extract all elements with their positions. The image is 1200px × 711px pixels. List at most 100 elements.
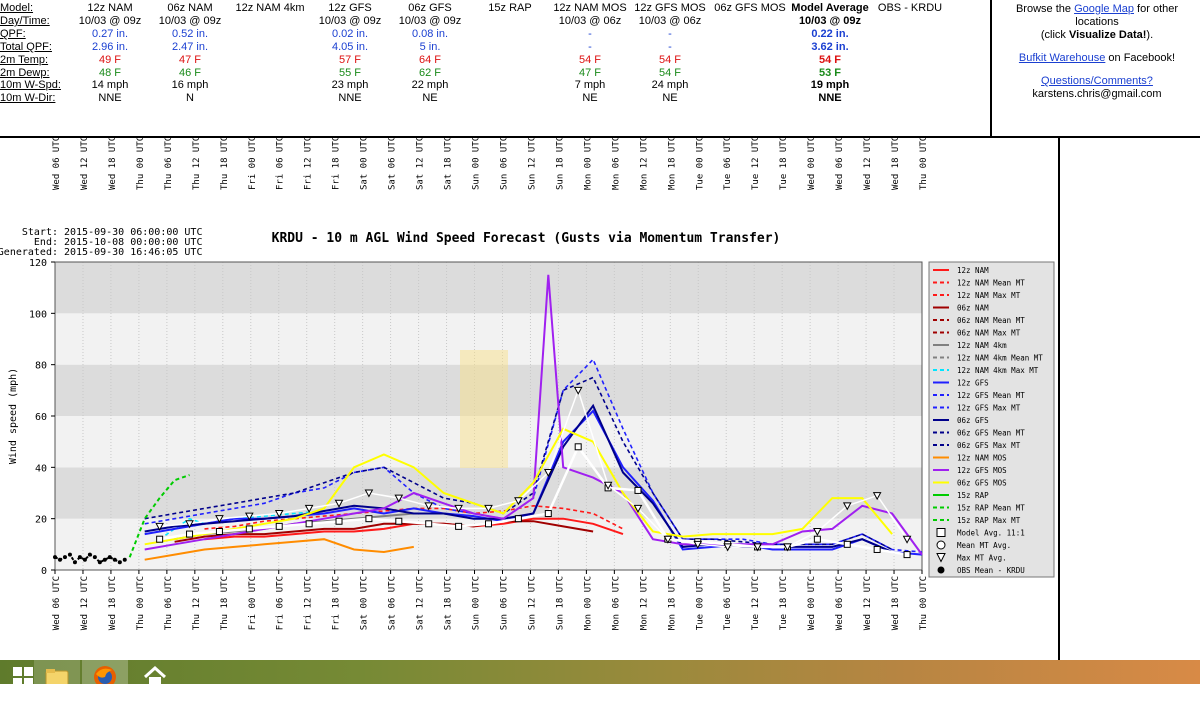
data-point — [112, 557, 117, 562]
summary-cell: 12z NAM MOS — [553, 2, 627, 14]
summary-cell: 10/03 @ 09z — [318, 14, 382, 27]
firefox-icon — [94, 665, 116, 688]
x-tick-label-top: Sun 06 UTC — [499, 138, 509, 190]
series-line — [159, 387, 908, 548]
summary-cell: 7 mph — [574, 79, 606, 92]
x-tick-label: Mon 18 UTC — [667, 576, 677, 630]
x-tick-label-top: Mon 18 UTC — [667, 138, 677, 190]
x-tick-label-top: Wed 12 UTC — [80, 138, 90, 190]
legend-label: 12z GFS — [957, 379, 989, 388]
summary-cell: 12z NAM — [87, 2, 133, 14]
x-tick-label-top: Sun 12 UTC — [527, 138, 537, 190]
x-tick-label: Sun 00 UTC — [472, 576, 482, 630]
legend-swatch — [937, 566, 945, 574]
legend-label: Model Avg. 11:1 — [957, 529, 1025, 538]
summary-row-label: 10m W-Dir: — [0, 92, 56, 105]
data-point — [634, 486, 642, 494]
windows-icon — [13, 666, 33, 687]
start-button[interactable] — [0, 660, 46, 693]
data-point — [424, 502, 434, 511]
data-point — [455, 522, 463, 530]
x-tick-label-top: Tue 06 UTC — [723, 138, 733, 190]
summary-cell: 0.52 in. — [171, 27, 209, 40]
summary-cell — [710, 92, 790, 105]
data-point — [72, 560, 77, 565]
summary-row-label: 2m Temp: — [0, 53, 49, 66]
x-tick-label-top: Wed 06 UTC — [52, 138, 62, 190]
data-point — [543, 468, 553, 478]
x-tick-label: Tue 00 UTC — [695, 576, 705, 630]
summary-cell: 47 F — [578, 66, 601, 79]
summary-cell: 06z NAM — [167, 2, 213, 14]
x-tick-label-top: Tue 12 UTC — [751, 138, 761, 190]
x-tick-label-top: Thu 06 UTC — [164, 138, 174, 190]
x-tick-label: Sat 06 UTC — [388, 576, 398, 630]
summary-cell: 64 F — [418, 53, 441, 66]
data-point — [245, 525, 253, 533]
summary-cell: 14 mph — [91, 79, 129, 92]
x-tick-label-top: Mon 06 UTC — [611, 138, 621, 190]
summary-row-label: 10m W-Spd: — [0, 79, 61, 92]
click-pre: (click — [1040, 29, 1069, 41]
summary-cell — [230, 92, 310, 105]
summary-cell: NNE — [818, 92, 842, 105]
summary-cell: 06z GFS MOS — [714, 2, 786, 14]
summary-cell: - — [668, 40, 672, 53]
summary-cell — [710, 41, 790, 54]
summary-cell: 0.27 in. — [91, 27, 129, 40]
x-tick-label-top: Sun 18 UTC — [555, 138, 565, 190]
x-tick-label-top: Tue 18 UTC — [779, 138, 789, 190]
summary-cell — [230, 67, 310, 80]
x-tick-label: Tue 06 UTC — [723, 576, 733, 630]
x-tick-label-top: Sat 18 UTC — [444, 138, 454, 190]
x-tick-label: Wed 12 UTC — [80, 576, 90, 630]
firefox-button[interactable] — [82, 660, 128, 693]
summary-cell: - — [588, 40, 592, 53]
legend-label: 12z NAM MOS — [957, 454, 1007, 463]
summary-row-label: Model: — [0, 2, 34, 14]
data-point — [454, 504, 463, 513]
legend-swatch — [936, 553, 946, 563]
legend-label: 12z NAM — [957, 266, 989, 275]
x-tick-label: Fri 00 UTC — [248, 576, 258, 630]
summary-cell: 12z NAM 4km — [235, 2, 305, 14]
data-point — [244, 512, 254, 521]
google-map-link[interactable]: Google Map — [1074, 3, 1134, 15]
series-line — [128, 474, 190, 558]
summary-row: QPF: 0.27 in. 0.52 in. 0.02 in. 0.08 in. - - 0.… — [0, 28, 950, 41]
meta-value: 2015-09-30 16:46:05 UTC — [64, 247, 202, 258]
data-point — [156, 535, 164, 543]
x-tick-label: Sun 12 UTC — [527, 576, 537, 630]
x-tick-label: Wed 12 UTC — [863, 576, 873, 630]
bufkit-warehouse-link[interactable]: Bufkit Warehouse — [1018, 52, 1106, 64]
summary-cell: 12z GFS — [328, 2, 372, 14]
x-tick-label: Sat 12 UTC — [416, 576, 426, 630]
summary-cell — [710, 67, 790, 80]
legend-label: 15z RAP Max MT — [957, 516, 1021, 525]
data-point — [102, 557, 107, 562]
data-point — [62, 555, 67, 560]
plot-band — [55, 262, 922, 314]
summary-cell: NE — [582, 92, 598, 105]
summary-cell — [870, 41, 950, 54]
summary-cell: 0.22 in. — [811, 27, 849, 40]
x-tick-label-top: Wed 18 UTC — [891, 138, 901, 190]
x-tick-label: Sat 00 UTC — [360, 576, 370, 630]
wind-speed-chart: 0 20 40 60 80 100 120 Wind speed (mph) Wed 06 UT… — [0, 136, 1055, 630]
summary-cell: 2.47 in. — [171, 40, 209, 53]
summary-cell — [870, 67, 950, 80]
y-tick-label: 80 — [35, 361, 47, 372]
contact-email: karstens.chris@gmail.com — [1032, 88, 1162, 100]
data-point — [215, 515, 224, 524]
data-point — [305, 520, 313, 528]
data-point — [304, 504, 314, 513]
data-point — [842, 502, 852, 511]
x-tick-label: Sun 18 UTC — [555, 576, 565, 630]
watermark-logo — [460, 350, 508, 468]
legend-label: 15z RAP Mean MT — [957, 504, 1025, 513]
data-point — [783, 543, 792, 552]
home-button[interactable] — [132, 660, 178, 693]
questions-link[interactable]: Questions/Comments? — [1041, 75, 1153, 87]
data-point — [425, 520, 433, 528]
summary-cell: 4.05 in. — [331, 40, 369, 53]
